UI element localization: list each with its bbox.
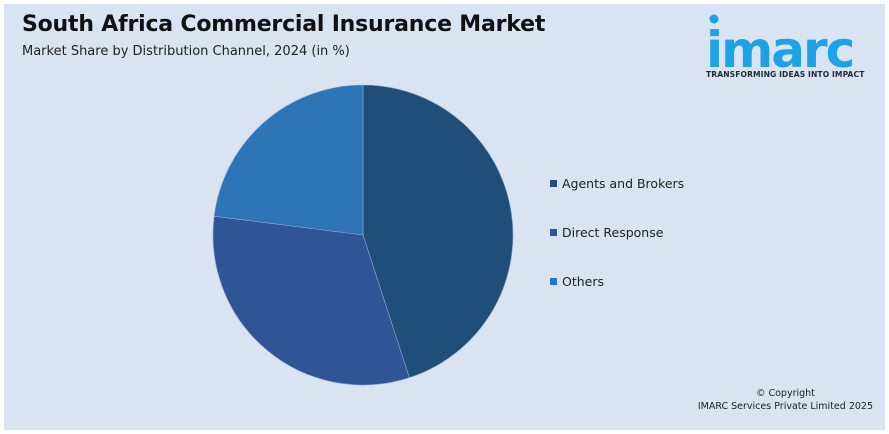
chart-title: South Africa Commercial Insurance Market <box>22 12 546 37</box>
legend-item-direct-response: Direct Response <box>550 225 663 240</box>
chart-subtitle: Market Share by Distribution Channel, 20… <box>22 44 350 59</box>
pie-slice-direct-response <box>212 215 410 386</box>
legend-label: Direct Response <box>562 225 664 240</box>
legend-label: Agents and Brokers <box>562 176 685 191</box>
legend-swatch-icon <box>550 180 557 187</box>
copyright-notice: © Copyright IMARC Services Private Limit… <box>698 387 873 413</box>
imarc-wordmark-icon: imarc <box>706 14 855 76</box>
legend-item-agents-and-brokers: Agents and Brokers <box>550 176 684 191</box>
pie-slice-others <box>213 84 364 236</box>
legend-swatch-icon <box>550 278 557 285</box>
legend-item-others: Others <box>550 274 604 289</box>
copyright-line-2: IMARC Services Private Limited 2025 <box>697 401 873 412</box>
svg-text:imarc: imarc <box>706 21 853 76</box>
copyright-line-1: © Copyright <box>755 388 815 399</box>
legend-label: Others <box>562 274 605 289</box>
legend-swatch-icon <box>550 229 557 236</box>
imarc-logo: imarc <box>700 6 880 90</box>
logo-tagline: TRANSFORMING IDEAS INTO IMPACT <box>706 70 865 79</box>
pie-slice-agents-and-brokers <box>362 84 514 379</box>
